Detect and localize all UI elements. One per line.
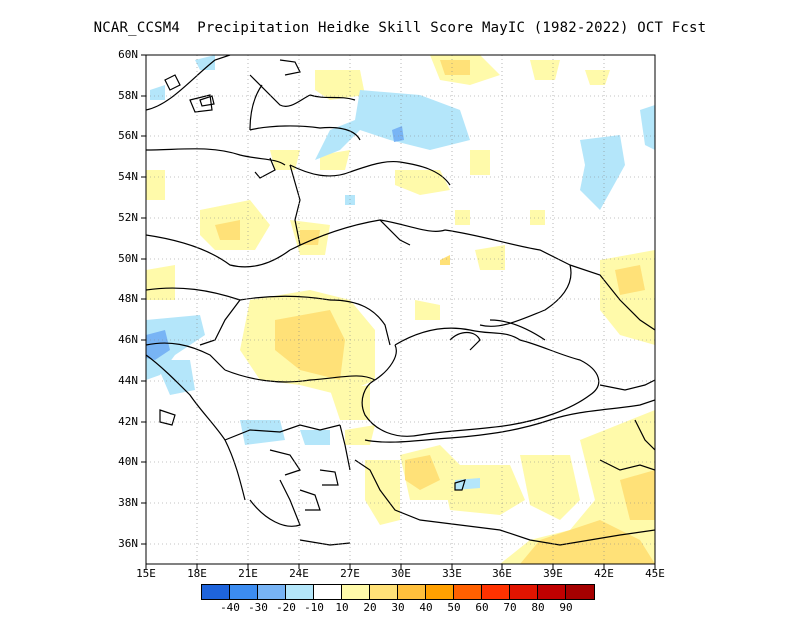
axis-ticks <box>141 54 656 569</box>
x-tick-label: 18E <box>187 567 207 580</box>
colorbar-swatch <box>286 585 314 599</box>
y-tick-label: 52N <box>118 211 138 224</box>
moderate-positive-score-areas <box>215 60 655 564</box>
colorbar-swatch <box>342 585 370 599</box>
y-tick-label: 36N <box>118 537 138 550</box>
y-tick-label: 42N <box>118 415 138 428</box>
x-tick-label: 30E <box>391 567 411 580</box>
colorbar-swatch <box>426 585 454 599</box>
y-tick-label: 44N <box>118 374 138 387</box>
colorbar <box>201 584 595 600</box>
y-tick-label: 38N <box>118 496 138 509</box>
y-tick-label: 50N <box>118 252 138 265</box>
skill-score-shading <box>146 55 655 564</box>
colorbar-swatch <box>454 585 482 599</box>
colorbar-swatch <box>370 585 398 599</box>
x-tick-label: 39E <box>543 567 563 580</box>
colorbar-label: -40 <box>220 601 240 614</box>
graticule <box>146 55 655 564</box>
x-tick-label: 24E <box>289 567 309 580</box>
colorbar-swatch <box>538 585 566 599</box>
colorbar-label: -10 <box>304 601 324 614</box>
x-tick-label: 21E <box>238 567 258 580</box>
coastlines-borders <box>146 55 655 546</box>
y-tick-label: 40N <box>118 455 138 468</box>
y-tick-label: 60N <box>118 48 138 61</box>
colorbar-label: 60 <box>475 601 489 614</box>
x-tick-label: 27E <box>340 567 360 580</box>
colorbar-label: -30 <box>248 601 268 614</box>
colorbar-label: 80 <box>531 601 545 614</box>
x-tick-label: 36E <box>492 567 512 580</box>
colorbar-label: 30 <box>391 601 405 614</box>
colorbar-swatch <box>398 585 426 599</box>
y-tick-label: 46N <box>118 333 138 346</box>
colorbar-label: 40 <box>419 601 433 614</box>
x-tick-label: 15E <box>136 567 156 580</box>
colorbar-swatch <box>566 585 594 599</box>
chart-title: NCAR_CCSM4 Precipitation Heidke Skill Sc… <box>93 20 707 36</box>
x-tick-label: 33E <box>442 567 462 580</box>
colorbar-label: 20 <box>363 601 377 614</box>
colorbar-label: 70 <box>503 601 517 614</box>
colorbar-label: 10 <box>335 601 349 614</box>
colorbar-label: -20 <box>276 601 296 614</box>
colorbar-swatch <box>230 585 258 599</box>
y-tick-label: 58N <box>118 89 138 102</box>
x-tick-label: 45E <box>645 567 665 580</box>
colorbar-swatch <box>202 585 230 599</box>
colorbar-label: 50 <box>447 601 461 614</box>
y-tick-label: 48N <box>118 292 138 305</box>
colorbar-label: 90 <box>559 601 573 614</box>
colorbar-swatch <box>258 585 286 599</box>
colorbar-swatch <box>314 585 342 599</box>
colorbar-swatch <box>482 585 510 599</box>
x-tick-label: 42E <box>594 567 614 580</box>
y-tick-label: 56N <box>118 129 138 142</box>
colorbar-swatch <box>510 585 538 599</box>
moderate-negative-score-areas <box>146 126 404 360</box>
y-tick-label: 54N <box>118 170 138 183</box>
